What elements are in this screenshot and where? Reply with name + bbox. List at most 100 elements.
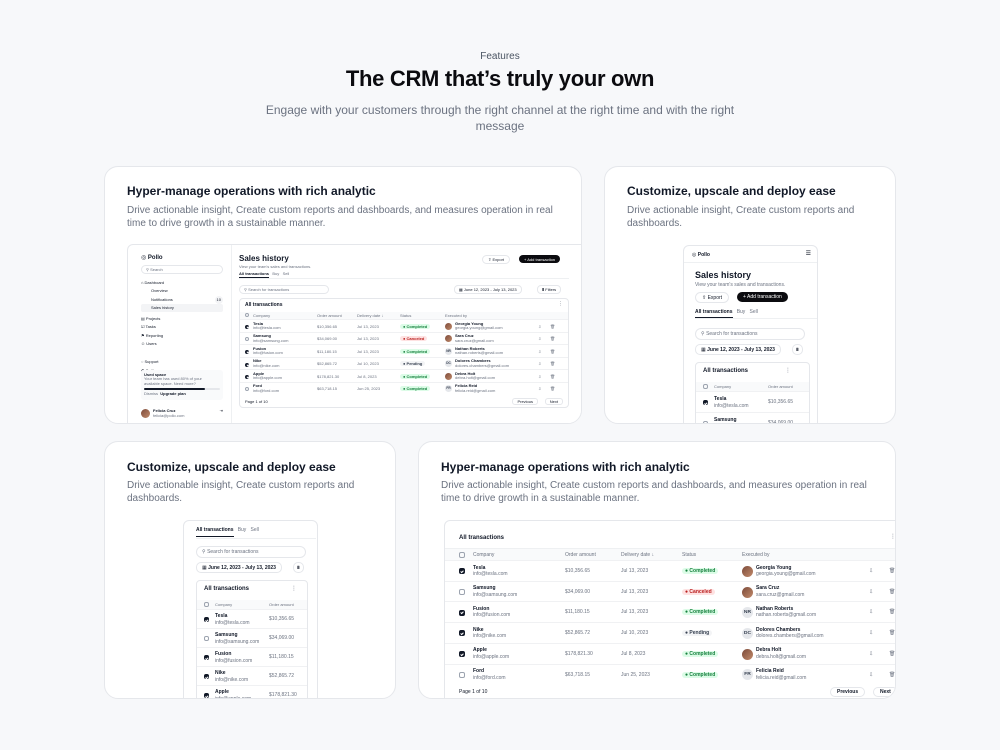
row-checkbox[interactable] [204,636,209,641]
trash-icon[interactable]: 🗑 [889,650,896,657]
row-checkbox[interactable] [204,674,209,680]
sidebar-item-support[interactable]: ◌ Support [141,359,159,365]
tab-buy[interactable]: Buy [736,309,746,315]
row-checkbox[interactable] [204,655,209,661]
trash-icon[interactable]: 🗑 [550,336,556,342]
download-icon[interactable]: ⇩ [869,671,874,678]
transaction-search-input[interactable]: ⚲ Search for transactions [239,285,329,294]
table-row[interactable]: Ford info@ford.com $63,718.15 Jun 25, 2023 ●… [240,381,568,395]
download-icon[interactable]: ⇩ [869,650,874,657]
trash-icon[interactable]: 🗑 [889,630,896,637]
table-row[interactable]: Ford info@ford.com $63,718.15 Jun 25, 2023 ●… [445,663,896,685]
row-checkbox[interactable] [459,630,465,637]
row-checkbox[interactable] [703,400,708,406]
download-icon[interactable]: ⇩ [538,348,542,354]
sidebar-item-users[interactable]: ☺ Users [141,341,157,347]
table-row[interactable]: Tesla info@tesla.com $10,356.65 [197,609,307,628]
row-checkbox[interactable] [204,617,209,623]
download-icon[interactable]: ⇩ [869,568,874,575]
download-icon[interactable]: ⇩ [869,630,874,637]
table-row[interactable]: Apple info@apple.com $178,821.30 Jul 8, 202… [240,369,568,382]
select-all-checkbox[interactable] [204,602,209,607]
table-row[interactable]: Fusion info@fusion.com $11,180.15 [197,647,307,666]
select-all-checkbox[interactable] [703,384,708,389]
download-icon[interactable]: ⇩ [538,373,542,379]
download-icon[interactable]: ⇩ [869,588,874,595]
row-checkbox[interactable] [245,386,249,391]
row-checkbox[interactable] [703,421,708,423]
tab-all-transactions[interactable]: All transactions [695,309,733,318]
select-all-checkbox[interactable] [245,313,249,317]
trash-icon[interactable]: 🗑 [889,568,896,575]
row-checkbox[interactable] [459,651,465,658]
previous-button[interactable]: Previous [830,687,866,697]
export-button[interactable]: ⇪ Export [695,292,730,303]
trash-icon[interactable]: 🗑 [550,386,556,392]
table-row[interactable]: Tesla info@tesla.com $10,356.65 Jul 13, 202… [240,319,568,332]
table-row[interactable]: Apple info@apple.com $178,821.30 [197,685,307,698]
sidebar-item-notifications[interactable]: Notifications 10 [141,295,223,304]
download-icon[interactable]: ⇩ [538,323,542,329]
row-checkbox[interactable] [459,609,465,616]
logout-icon[interactable]: ⇥ [219,408,223,413]
table-row[interactable]: Tesla info@tesla.com $10,356.65 [696,391,809,412]
select-all-checkbox[interactable] [459,552,465,558]
tab-sell[interactable]: Sell [749,309,758,315]
table-row[interactable]: Nike info@nike.com $52,865.72 Jul 10, 2023 ●… [445,622,896,643]
trash-icon[interactable]: 🗑 [550,373,556,379]
dismiss-link[interactable]: Dismiss [144,391,158,396]
download-icon[interactable]: ⇩ [538,361,542,367]
row-checkbox[interactable] [459,568,465,575]
trash-icon[interactable]: 🗑 [550,361,556,367]
row-checkbox[interactable] [245,325,249,330]
trash-icon[interactable]: 🗑 [889,609,896,616]
transaction-search-input[interactable]: ⚲ Search for transactions [196,546,306,558]
download-icon[interactable]: ⇩ [538,386,542,392]
table-row[interactable]: Apple info@apple.com $178,821.30 Jul 8, 202… [445,642,896,664]
sidebar-item-tasks[interactable]: ☑ Tasks [141,324,156,330]
row-checkbox[interactable] [459,589,465,596]
tab-sell[interactable]: Sell [250,527,259,533]
previous-button[interactable]: Previous [512,398,538,405]
add-transaction-button[interactable]: + Add transaction [519,255,561,263]
trash-icon[interactable]: 🗑 [550,348,556,354]
more-icon[interactable]: ⋮ [890,534,896,540]
sidebar-search-input[interactable]: ⚲ Search [141,265,223,274]
filters-button[interactable]: ⩩ Filters [537,285,562,294]
row-checkbox[interactable] [245,375,249,380]
row-checkbox[interactable] [204,693,209,698]
tab-all-transactions[interactable]: All transactions [239,271,270,278]
table-row[interactable]: Fusion info@fusion.com $11,180.15 Jul 13, 2… [240,344,568,357]
filters-button[interactable]: ⩩ [792,344,803,355]
table-row[interactable]: Samsung info@samsung.com $34,069.00 Jul 13,… [445,580,896,602]
sidebar-item-sales-history[interactable]: Sales history [141,303,223,313]
filters-button[interactable]: ⩩ [293,562,304,573]
table-row[interactable]: Tesla info@tesla.com $10,356.65 Jul 13, 202… [445,560,896,581]
tab-buy[interactable]: Buy [272,271,280,276]
more-icon[interactable]: ⋮ [558,301,563,307]
date-range-picker[interactable]: ▦ June 12, 2023 - July 13, 2023 [695,344,781,355]
download-icon[interactable]: ⇩ [869,609,874,616]
table-row[interactable]: Samsung info@samsung.com $34,069.00 Jul 13,… [240,331,568,345]
row-checkbox[interactable] [245,362,249,367]
trash-icon[interactable]: 🗑 [550,323,556,329]
row-checkbox[interactable] [245,350,249,355]
sidebar-item-projects[interactable]: ▤ Projects [141,316,161,322]
export-button[interactable]: ⇪ Export [482,255,511,264]
tab-buy[interactable]: Buy [237,527,247,533]
sidebar-item-overview[interactable]: Overview [151,288,168,294]
trash-icon[interactable]: 🗑 [889,588,896,595]
next-button[interactable]: Next [544,398,563,405]
trash-icon[interactable]: 🗑 [889,671,896,678]
row-checkbox[interactable] [459,671,465,678]
date-range-picker[interactable]: ▦ June 12, 2023 - July 13, 2023 [454,285,522,294]
tab-sell[interactable]: Sell [282,271,290,276]
sidebar-item-dashboard[interactable]: ⌂ Dashboard [141,280,165,285]
user-profile[interactable]: Felicia Cruz felicia@pollo.com ⇥ [141,408,223,418]
more-icon[interactable]: ⋮ [291,586,297,592]
table-row[interactable]: Nike info@nike.com $52,865.72 Jul 10, 2023 ●… [240,356,568,370]
table-row[interactable]: Fusion info@fusion.com $11,180.15 Jul 13, 2… [445,601,896,622]
more-icon[interactable]: ⋮ [785,368,791,374]
